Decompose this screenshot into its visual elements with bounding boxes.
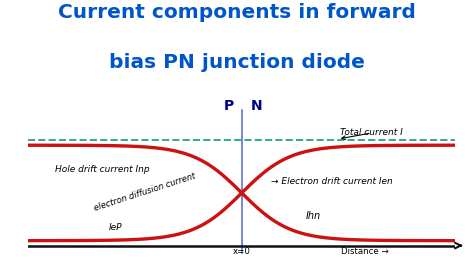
Text: x=0: x=0 <box>233 247 251 256</box>
Text: bias PN junction diode: bias PN junction diode <box>109 53 365 72</box>
Text: Distance →: Distance → <box>340 247 388 256</box>
Text: Ihn: Ihn <box>306 211 321 221</box>
Text: N: N <box>251 99 263 113</box>
Text: → Electron drift current Ien: → Electron drift current Ien <box>271 177 393 186</box>
Text: IeP: IeP <box>109 223 122 232</box>
Text: Current components in forward: Current components in forward <box>58 3 416 22</box>
Text: Total current I: Total current I <box>340 128 403 139</box>
Text: electron diffusion current: electron diffusion current <box>92 172 196 213</box>
Text: Hole drift current Inp: Hole drift current Inp <box>55 165 150 174</box>
Text: P: P <box>223 99 234 113</box>
